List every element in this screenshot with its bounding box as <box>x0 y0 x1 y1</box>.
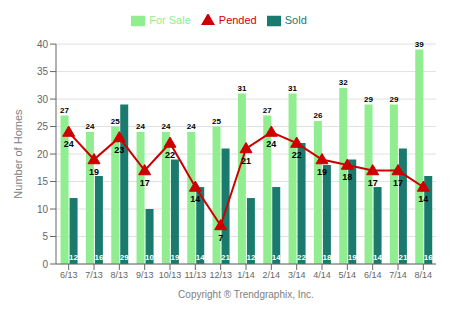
svg-text:25: 25 <box>111 117 120 126</box>
svg-text:Copyright ® Trendgraphix, Inc.: Copyright ® Trendgraphix, Inc. <box>178 289 314 300</box>
svg-text:6/14: 6/14 <box>364 270 382 280</box>
svg-text:29: 29 <box>389 95 398 104</box>
svg-text:15: 15 <box>37 176 49 187</box>
svg-text:5/14: 5/14 <box>339 270 357 280</box>
svg-text:24: 24 <box>64 139 74 149</box>
svg-text:7: 7 <box>218 233 223 243</box>
svg-text:14: 14 <box>190 194 200 204</box>
svg-text:29: 29 <box>120 253 129 262</box>
svg-text:10/13: 10/13 <box>159 270 182 280</box>
svg-text:20: 20 <box>37 149 49 160</box>
svg-text:21: 21 <box>398 253 407 262</box>
svg-text:19: 19 <box>89 167 99 177</box>
svg-text:17: 17 <box>368 178 378 188</box>
svg-text:19: 19 <box>170 253 179 262</box>
svg-text:19: 19 <box>317 167 327 177</box>
svg-text:14: 14 <box>418 194 428 204</box>
svg-text:32: 32 <box>339 78 348 87</box>
svg-text:25: 25 <box>212 117 221 126</box>
svg-text:27: 27 <box>263 106 272 115</box>
html-text:Sold: Sold <box>284 14 307 26</box>
svg-text:39: 39 <box>415 40 424 49</box>
svg-text:5: 5 <box>42 231 48 242</box>
svg-text:17: 17 <box>393 178 403 188</box>
svg-text:14: 14 <box>272 253 281 262</box>
svg-text:8/14: 8/14 <box>415 270 433 280</box>
svg-text:9/13: 9/13 <box>136 270 154 280</box>
svg-text:16: 16 <box>424 253 433 262</box>
svg-text:14: 14 <box>373 253 382 262</box>
svg-text:31: 31 <box>288 84 297 93</box>
html-text:For Sale: For Sale <box>149 14 191 26</box>
svg-text:22: 22 <box>297 253 306 262</box>
svg-text:10: 10 <box>145 253 154 262</box>
svg-text:1/14: 1/14 <box>237 270 255 280</box>
svg-text:26: 26 <box>313 111 322 120</box>
svg-text:24: 24 <box>187 122 196 131</box>
svg-text:21: 21 <box>221 253 230 262</box>
svg-text:30: 30 <box>37 94 49 105</box>
svg-text:23: 23 <box>114 145 124 155</box>
svg-text:22: 22 <box>165 150 175 160</box>
svg-text:40: 40 <box>37 39 49 50</box>
svg-text:21: 21 <box>241 156 251 166</box>
svg-text:24: 24 <box>266 139 276 149</box>
svg-text:27: 27 <box>60 106 69 115</box>
svg-text:12: 12 <box>69 253 78 262</box>
svg-text:22: 22 <box>292 150 302 160</box>
svg-text:29: 29 <box>364 95 373 104</box>
svg-text:Number of Homes: Number of Homes <box>12 109 24 199</box>
html-text:Pended: Pended <box>218 14 257 26</box>
svg-text:0: 0 <box>42 259 48 270</box>
svg-text:2/14: 2/14 <box>263 270 281 280</box>
svg-text:3/14: 3/14 <box>288 270 306 280</box>
svg-text:11/13: 11/13 <box>184 270 206 280</box>
svg-text:10: 10 <box>37 204 49 215</box>
svg-text:24: 24 <box>136 122 145 131</box>
svg-text:18: 18 <box>322 253 331 262</box>
svg-text:24: 24 <box>161 122 170 131</box>
svg-text:12/13: 12/13 <box>209 270 232 280</box>
svg-text:4/14: 4/14 <box>313 270 331 280</box>
svg-text:24: 24 <box>85 122 94 131</box>
svg-text:17: 17 <box>140 178 150 188</box>
svg-text:7/13: 7/13 <box>85 270 103 280</box>
svg-text:19: 19 <box>348 253 357 262</box>
svg-text:31: 31 <box>237 84 246 93</box>
svg-text:16: 16 <box>94 253 103 262</box>
svg-text:35: 35 <box>37 66 49 77</box>
svg-text:8/13: 8/13 <box>111 270 129 280</box>
svg-text:12: 12 <box>246 253 255 262</box>
svg-text:25: 25 <box>37 121 49 132</box>
svg-text:18: 18 <box>342 172 352 182</box>
svg-text:7/14: 7/14 <box>389 270 407 280</box>
svg-text:14: 14 <box>196 253 205 262</box>
svg-text:6/13: 6/13 <box>60 270 78 280</box>
